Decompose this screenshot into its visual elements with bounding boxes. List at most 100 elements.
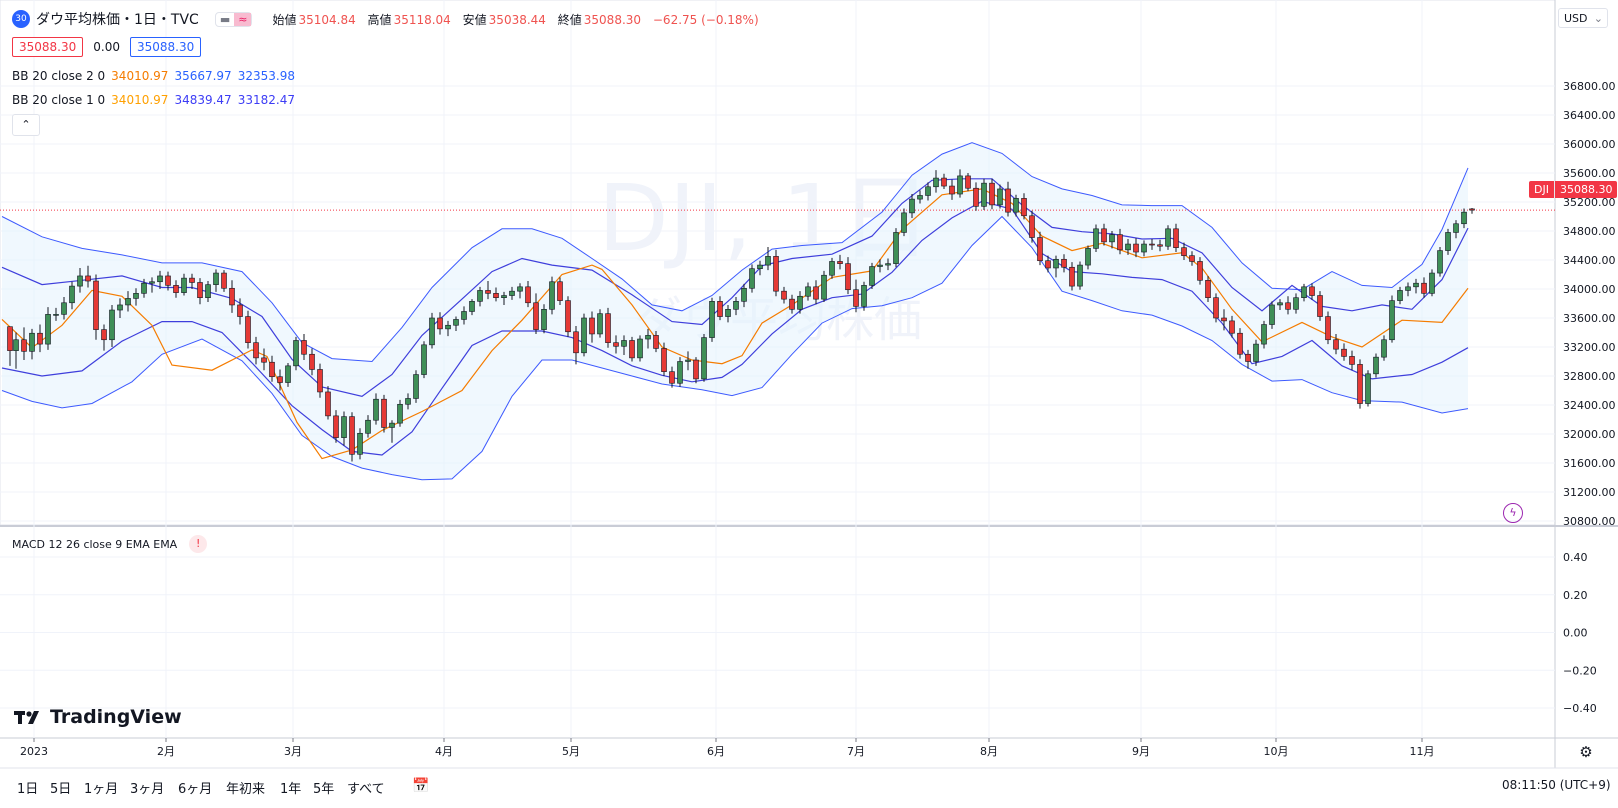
timeframe-1d[interactable]: 1日 — [17, 782, 39, 797]
price-tick-label: 36800.00 — [1563, 80, 1616, 93]
candle-body — [669, 371, 675, 384]
gear-icon[interactable]: ⚙ — [1579, 743, 1593, 761]
candle — [389, 420, 395, 443]
macd-tick-label: −0.20 — [1563, 664, 1597, 677]
candle-body — [693, 359, 699, 380]
candle — [885, 258, 891, 271]
candle — [69, 281, 75, 310]
candle-body — [1389, 300, 1395, 341]
symbol-title[interactable]: ダウ平均株価・1日・TVC — [36, 12, 199, 28]
timeframe-1m[interactable]: 1ヶ月 — [84, 782, 119, 797]
timeframe-all[interactable]: すべて — [347, 782, 385, 797]
candle — [1213, 293, 1219, 323]
low-label: 安値 — [462, 12, 487, 27]
time-tick-label: 3月 — [284, 745, 302, 758]
bb-1sd-lower — [1, 200, 1469, 456]
candle-body — [1357, 364, 1363, 404]
candle-body — [7, 326, 13, 351]
timeframe-5d[interactable]: 5日 — [50, 782, 72, 797]
candle-body — [821, 274, 827, 300]
candle-body — [165, 275, 171, 286]
candle-body — [1165, 228, 1171, 247]
collapse-legend-toggle[interactable]: ▬ ≈ — [214, 11, 253, 27]
candle — [1453, 220, 1459, 239]
candle-body — [221, 272, 227, 289]
candle — [757, 260, 763, 276]
timeframe-ytd[interactable]: 年初来 — [226, 782, 266, 797]
bid-price[interactable]: 35088.30 — [12, 37, 84, 57]
candle-body — [21, 339, 27, 352]
candle-body — [685, 359, 691, 362]
candle-body — [413, 374, 419, 399]
lightning-icon[interactable]: ϟ — [1503, 503, 1523, 523]
candle-body — [69, 285, 75, 304]
candle-body — [365, 419, 371, 434]
candle — [949, 179, 955, 200]
candle — [45, 307, 51, 350]
candle — [853, 279, 859, 313]
macd-legend[interactable]: MACD 12 26 close 9 EMA EMA ! — [12, 535, 208, 553]
macd-tick-label: −0.40 — [1563, 702, 1597, 715]
candle-body — [629, 340, 635, 359]
candle — [629, 336, 635, 362]
candle-body — [405, 398, 411, 405]
candle — [517, 283, 523, 299]
candle — [189, 273, 195, 289]
timeframe-3m[interactable]: 3ヶ月 — [130, 782, 165, 797]
candle-body — [781, 290, 787, 300]
candle-body — [981, 182, 987, 207]
date-range-calendar-icon[interactable]: 📅 — [412, 778, 430, 794]
candle — [1101, 223, 1107, 246]
candle-body — [445, 324, 451, 330]
candle-body — [1157, 244, 1163, 247]
candle — [1261, 320, 1267, 349]
candle — [621, 335, 627, 355]
macd-warning-icon[interactable]: ! — [189, 535, 208, 553]
candle-body — [973, 187, 979, 207]
candle — [1045, 255, 1051, 273]
candle-body — [1181, 247, 1187, 256]
candle — [221, 270, 227, 292]
candle-body — [1141, 243, 1147, 253]
currency-label: USD — [1564, 12, 1588, 25]
candle-body — [901, 212, 907, 233]
candle — [445, 320, 451, 337]
candle-body — [1037, 237, 1043, 262]
candle-body — [1333, 339, 1339, 350]
ask-price[interactable]: 35088.30 — [129, 37, 202, 57]
collapse-indicators-button[interactable]: ⌃ — [12, 114, 40, 136]
candle — [1445, 228, 1451, 255]
candle-body — [1221, 317, 1227, 322]
candle-body — [1101, 228, 1107, 243]
timeframe-6m[interactable]: 6ヶ月 — [178, 782, 213, 797]
candle-body — [525, 286, 531, 304]
candle-body — [501, 295, 507, 298]
candle-body — [1285, 302, 1291, 310]
candle-body — [269, 361, 275, 378]
currency-selector[interactable]: USD ⌄ — [1558, 8, 1608, 28]
candle — [925, 182, 931, 201]
candle-body — [381, 398, 387, 428]
candle-body — [85, 275, 91, 282]
candle — [405, 393, 411, 410]
low-value: 35038.44 — [488, 12, 546, 27]
candle-body — [565, 300, 571, 333]
candle — [213, 269, 219, 292]
candle-body — [205, 284, 211, 298]
timeframe-1y[interactable]: 1年 — [280, 782, 302, 797]
chevron-up-icon: ⌃ — [21, 118, 31, 131]
candle-body — [909, 198, 915, 214]
candle — [141, 278, 147, 298]
candle — [637, 335, 643, 362]
candle — [565, 296, 571, 337]
timeframe-5y[interactable]: 5年 — [313, 782, 335, 797]
bb1-legend[interactable]: BB 20 close 1 0 34010.97 34839.47 33182.… — [12, 93, 295, 107]
macd-tick-label: 0.40 — [1563, 551, 1588, 564]
candle — [1277, 299, 1283, 311]
candle-body — [357, 432, 363, 455]
candle-body — [557, 281, 563, 301]
clock-timezone[interactable]: 08:11:50 (UTC+9) — [1502, 778, 1611, 792]
candle-body — [317, 369, 323, 393]
bb2-legend[interactable]: BB 20 close 2 0 34010.97 35667.97 32353.… — [12, 69, 295, 83]
